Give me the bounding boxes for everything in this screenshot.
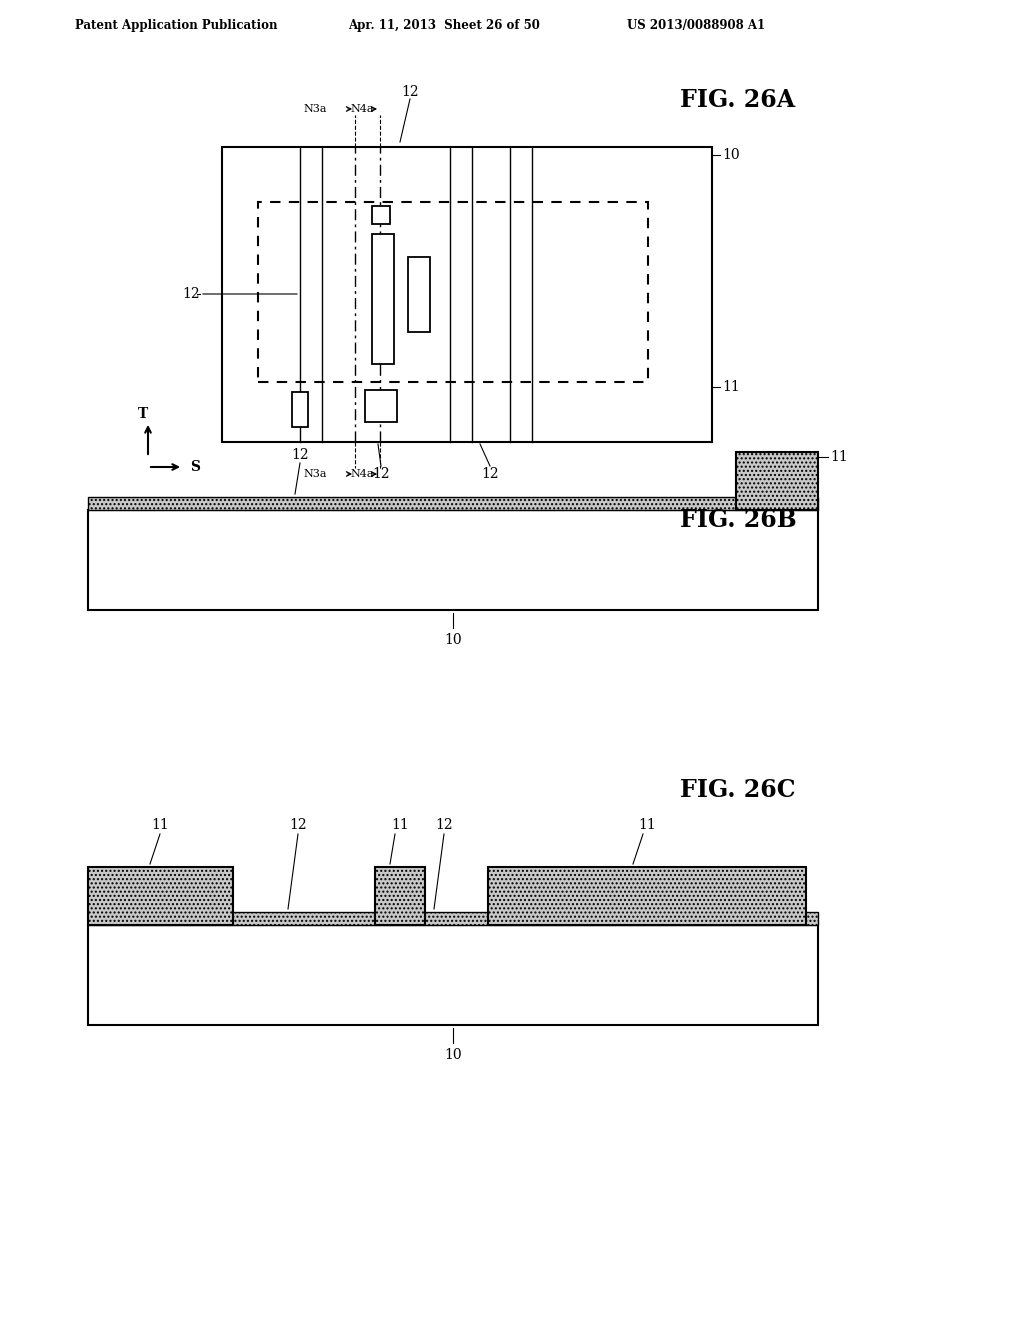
Text: N4a: N4a (350, 104, 374, 114)
Text: Patent Application Publication: Patent Application Publication (75, 18, 278, 32)
Bar (88, 925, 818, 1026)
Text: 12: 12 (289, 818, 307, 832)
Bar (292, 392, 308, 426)
Bar (222, 147, 712, 442)
Bar (88, 498, 818, 510)
Text: FIG. 26B: FIG. 26B (680, 508, 797, 532)
Text: 12: 12 (182, 286, 200, 301)
Bar (88, 912, 818, 925)
Bar (365, 389, 397, 422)
Text: T: T (138, 407, 148, 421)
Bar (372, 206, 390, 224)
Text: N4a: N4a (350, 469, 374, 479)
Text: 12: 12 (435, 818, 453, 832)
Bar (488, 867, 806, 925)
Bar (88, 867, 233, 925)
Text: 12: 12 (481, 467, 499, 480)
Bar (258, 202, 648, 381)
Text: 11: 11 (722, 380, 739, 393)
Text: 11: 11 (152, 818, 169, 832)
Bar (375, 867, 425, 925)
Text: 10: 10 (444, 1048, 462, 1063)
Text: FIG. 26A: FIG. 26A (680, 88, 795, 112)
Text: FIG. 26C: FIG. 26C (680, 777, 796, 803)
Bar (88, 510, 818, 610)
Text: 10: 10 (444, 634, 462, 647)
Text: 12: 12 (291, 447, 309, 462)
Text: 10: 10 (722, 148, 739, 162)
Text: 12: 12 (372, 467, 390, 480)
Text: N3a: N3a (303, 469, 327, 479)
Text: 11: 11 (638, 818, 656, 832)
Text: 11: 11 (391, 818, 409, 832)
Text: 11: 11 (830, 450, 848, 465)
Text: Apr. 11, 2013  Sheet 26 of 50: Apr. 11, 2013 Sheet 26 of 50 (348, 18, 540, 32)
Bar (372, 234, 394, 364)
Text: US 2013/0088908 A1: US 2013/0088908 A1 (627, 18, 765, 32)
Bar (736, 451, 818, 510)
Text: N3a: N3a (303, 104, 327, 114)
Text: S: S (190, 459, 200, 474)
Text: 12: 12 (401, 84, 419, 99)
Bar (408, 257, 430, 333)
